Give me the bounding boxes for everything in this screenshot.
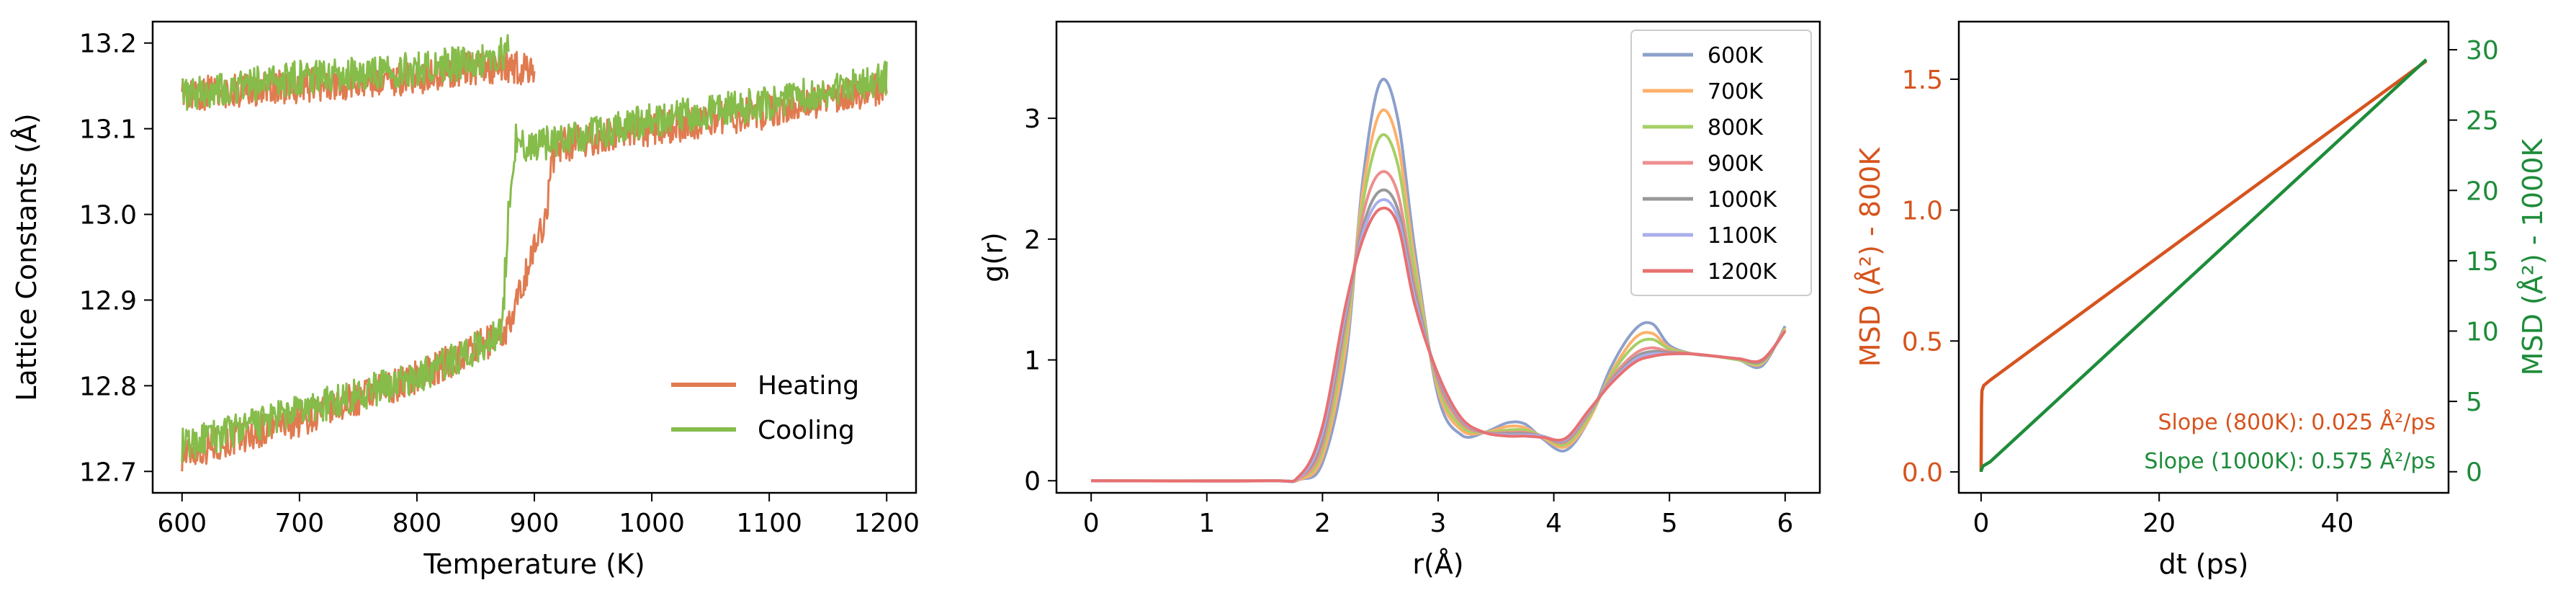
- y-tick-label: 12.8: [79, 372, 137, 401]
- y-tick-label: 1.5: [1902, 66, 1943, 95]
- lattice-constant-panel: 600 700 800 900 1000 1100 1200 12.7 12.8 12.9 13.0…: [11, 20, 920, 580]
- x-tick-label: 3: [1430, 509, 1447, 538]
- legend-label-600k: 600K: [1707, 43, 1764, 68]
- x-tick-label: 20: [2142, 509, 2176, 538]
- x-axis-label: Temperature (K): [423, 548, 645, 580]
- slope-annotation-1: Slope (800K): 0.025 Å²/ps: [2158, 409, 2436, 435]
- y-axis-label: Lattice Constants (Å): [11, 113, 42, 401]
- series-line-600k: [1091, 77, 1787, 483]
- series-line-1200k: [1091, 206, 1787, 483]
- y-tick-label: 0.0: [1902, 458, 1943, 488]
- x-tick-label: 1: [1198, 509, 1215, 538]
- x-tick-label: 5: [1661, 509, 1678, 538]
- x-tick-label: 700: [274, 509, 324, 538]
- x-tick-label: 1200: [853, 509, 920, 538]
- x-tick-label: 800: [392, 509, 442, 538]
- plot-frame: [1055, 20, 1821, 494]
- series-cooling-branch-3: [516, 61, 888, 162]
- legend-label-700k: 700K: [1707, 79, 1764, 104]
- y-tick-label: 12.7: [79, 458, 137, 487]
- y-right-tick-label: 0: [2466, 458, 2482, 488]
- y-tick-label: 0.5: [1902, 327, 1943, 357]
- x-tick-label: 40: [2321, 509, 2354, 538]
- legend-label-cooling: Cooling: [758, 416, 855, 445]
- x-tick-label: 1100: [736, 509, 802, 538]
- y-axis-label: g(r): [977, 232, 1009, 282]
- y-right-tick-label: 25: [2466, 107, 2499, 136]
- y-tick-label: 0: [1024, 467, 1041, 496]
- y-right-tick-label: 30: [2466, 36, 2499, 66]
- x-axis-label: dt (ps): [2159, 548, 2249, 580]
- x-tick-label: 900: [510, 509, 560, 538]
- series-line-800k: [1979, 59, 2428, 472]
- x-axis-label: r(Å): [1412, 548, 1463, 580]
- series-cooling-branch-2: [181, 34, 510, 111]
- x-tick-label: 4: [1545, 509, 1562, 538]
- x-tick-label: 600: [157, 509, 207, 538]
- legend-label-800k: 800K: [1707, 115, 1764, 141]
- slope-annotation-2: Slope (1000K): 0.575 Å²/ps: [2144, 448, 2436, 474]
- rdf-panel: 0 1 2 3 4 5 6 0 1 2 3 r(Å) g(r) 600K 700K 800K 900K 1000K…: [977, 20, 1821, 580]
- x-tick-label: 0: [1083, 509, 1100, 538]
- x-tick-label: 2: [1314, 509, 1331, 538]
- plot-frame: [151, 20, 917, 494]
- y-tick-label: 1.0: [1902, 197, 1943, 226]
- y-tick-label: 13.1: [79, 115, 137, 145]
- x-tick-label: 6: [1777, 509, 1793, 538]
- legend-label-1100k: 1100K: [1707, 223, 1777, 249]
- legend-box: [1630, 30, 1812, 296]
- y-tick-label: 12.9: [79, 286, 137, 316]
- series-cooling-branch-1: [181, 123, 518, 463]
- x-tick-label: 1000: [619, 509, 685, 538]
- legend-label-1200k: 1200K: [1707, 259, 1777, 285]
- x-tick-label: 0: [1973, 509, 1989, 538]
- y-tick-label: 13.2: [79, 30, 137, 59]
- y-right-axis-label: MSD (Å²) - 1000K: [2517, 138, 2549, 376]
- y-right-tick-label: 15: [2466, 247, 2499, 277]
- y-right-tick-label: 5: [2466, 388, 2482, 417]
- legend-label-900k: 900K: [1707, 151, 1764, 177]
- y-tick-label: 2: [1024, 226, 1041, 255]
- series-heating-branch-2: [181, 50, 536, 111]
- legend-label-heating: Heating: [758, 371, 859, 401]
- legend-label-1000k: 1000K: [1707, 187, 1777, 213]
- y-right-tick-label: 20: [2466, 177, 2499, 206]
- y-tick-label: 1: [1024, 347, 1041, 376]
- y-tick-label: 13.0: [79, 201, 137, 231]
- y-axis-label: MSD (Å²) - 800K: [1854, 147, 1886, 367]
- y-right-tick-label: 10: [2466, 317, 2499, 347]
- series-line-1000k: [1979, 58, 2428, 473]
- msd-panel: 0 20 40 0.0 0.5 1.0 1.5 dt (ps) MSD (Å²) - 800K 0…: [1854, 20, 2549, 580]
- y-tick-label: 3: [1024, 104, 1041, 134]
- plot-frame: [1957, 20, 2450, 494]
